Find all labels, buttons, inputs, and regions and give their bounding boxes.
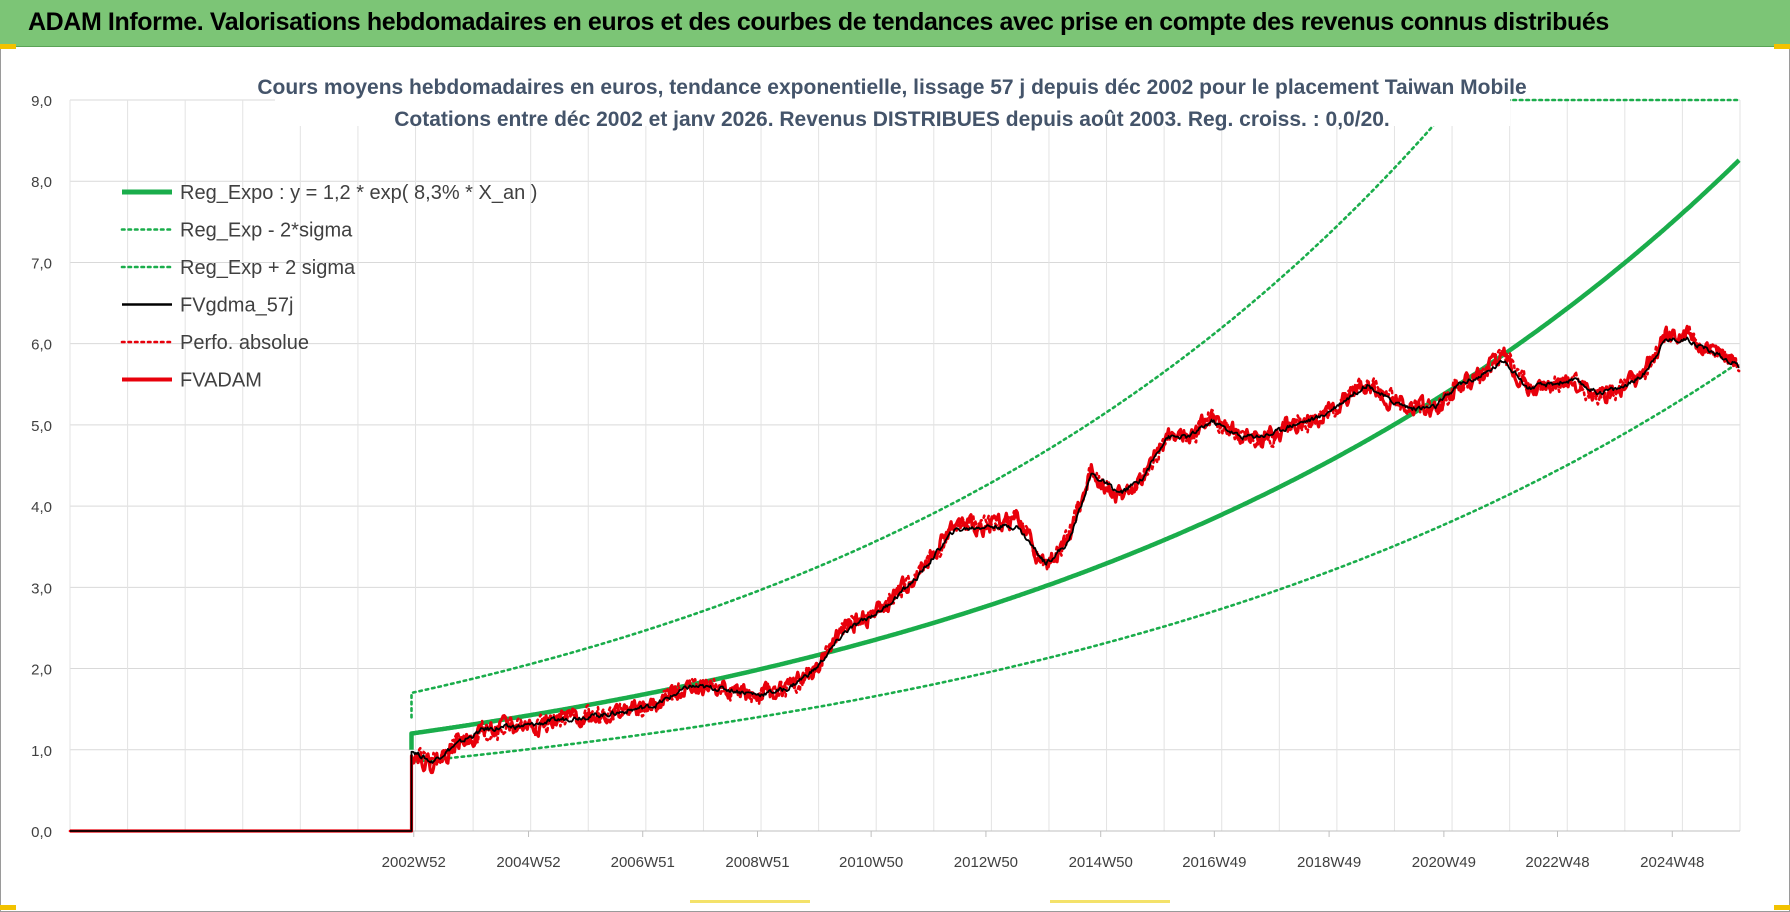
corner-marker (1774, 44, 1790, 49)
legend-label: Reg_Exp - 2*sigma (180, 220, 353, 242)
corner-marker (0, 44, 16, 49)
chart-svg: 0,0 1,0 2,0 3,0 4,0 5,0 6,0 7,0 8,0 9,0 2002W52 200… (31, 68, 1741, 871)
legend-label: FVgdma_57j (180, 295, 293, 317)
y-tick-label: 3,0 (31, 580, 52, 597)
x-tick-label: 2006W51 (611, 854, 675, 871)
axes: 0,0 1,0 2,0 3,0 4,0 5,0 6,0 7,0 8,0 9,0 2002W52 200… (31, 93, 1740, 871)
corner-marker (0, 905, 16, 910)
x-tick-label: 2022W48 (1525, 854, 1589, 871)
legend-label: Reg_Exp + 2 sigma (180, 257, 356, 279)
chart-title: Cours moyens hebdomadaires en euros, ten… (257, 76, 1526, 99)
x-tick-label: 2012W50 (954, 854, 1018, 871)
series-group (68, 98, 1741, 833)
y-tick-label: 5,0 (31, 418, 52, 435)
y-tick-label: 1,0 (31, 743, 52, 760)
legend-label: Perfo. absolue (180, 332, 309, 354)
x-tick-label: 2008W51 (725, 854, 789, 871)
series-line-reg-expo-y-1-2-exp-8-3-x-an (409, 158, 1741, 750)
header-banner: ADAM Informe. Valorisations hebdomadaire… (0, 0, 1790, 47)
y-tick-label: 0,0 (31, 824, 52, 841)
x-tick-label: 2010W50 (839, 854, 903, 871)
corner-marker (1774, 905, 1790, 910)
title-background (275, 68, 1510, 126)
x-tick-label: 2004W52 (496, 854, 560, 871)
y-tick-label: 6,0 (31, 337, 52, 354)
series-line-reg-exp-2-sigma (410, 98, 1741, 719)
decorative-bar (1050, 900, 1170, 903)
chart-subtitle: Cotations entre déc 2002 et janv 2026. R… (394, 108, 1390, 131)
grid (69, 99, 1741, 832)
legend: Reg_Expo : y = 1,2 * exp( 8,3% * X_an ) R… (120, 182, 537, 392)
report-title: ADAM Informe. Valorisations hebdomadaire… (28, 8, 1609, 36)
x-tick-label: 2016W49 (1182, 854, 1246, 871)
decorative-bar (690, 900, 810, 903)
x-tick-label: 2020W49 (1412, 854, 1476, 871)
series-line-fvadam (70, 324, 1740, 833)
chart-title-group: Cours moyens hebdomadaires en euros, ten… (257, 68, 1527, 131)
series-line-fvgdma-57j (70, 336, 1740, 832)
x-tick-label: 2018W49 (1297, 854, 1361, 871)
y-tick-label: 9,0 (31, 93, 52, 110)
legend-label: Reg_Expo : y = 1,2 * exp( 8,3% * X_an ) (180, 182, 537, 204)
x-tick-label: 2024W48 (1640, 854, 1704, 871)
legend-label: FVADAM (180, 370, 262, 392)
y-tick-label: 2,0 (31, 662, 52, 679)
y-tick-label: 7,0 (31, 255, 52, 272)
x-tick-label: 2002W52 (382, 854, 446, 871)
series-line-perfo-absolue (68, 325, 1741, 833)
series-line-reg-exp-2-sigma (410, 360, 1741, 772)
y-tick-label: 4,0 (31, 499, 52, 516)
x-tick-label: 2014W50 (1069, 854, 1133, 871)
y-tick-label: 8,0 (31, 174, 52, 191)
